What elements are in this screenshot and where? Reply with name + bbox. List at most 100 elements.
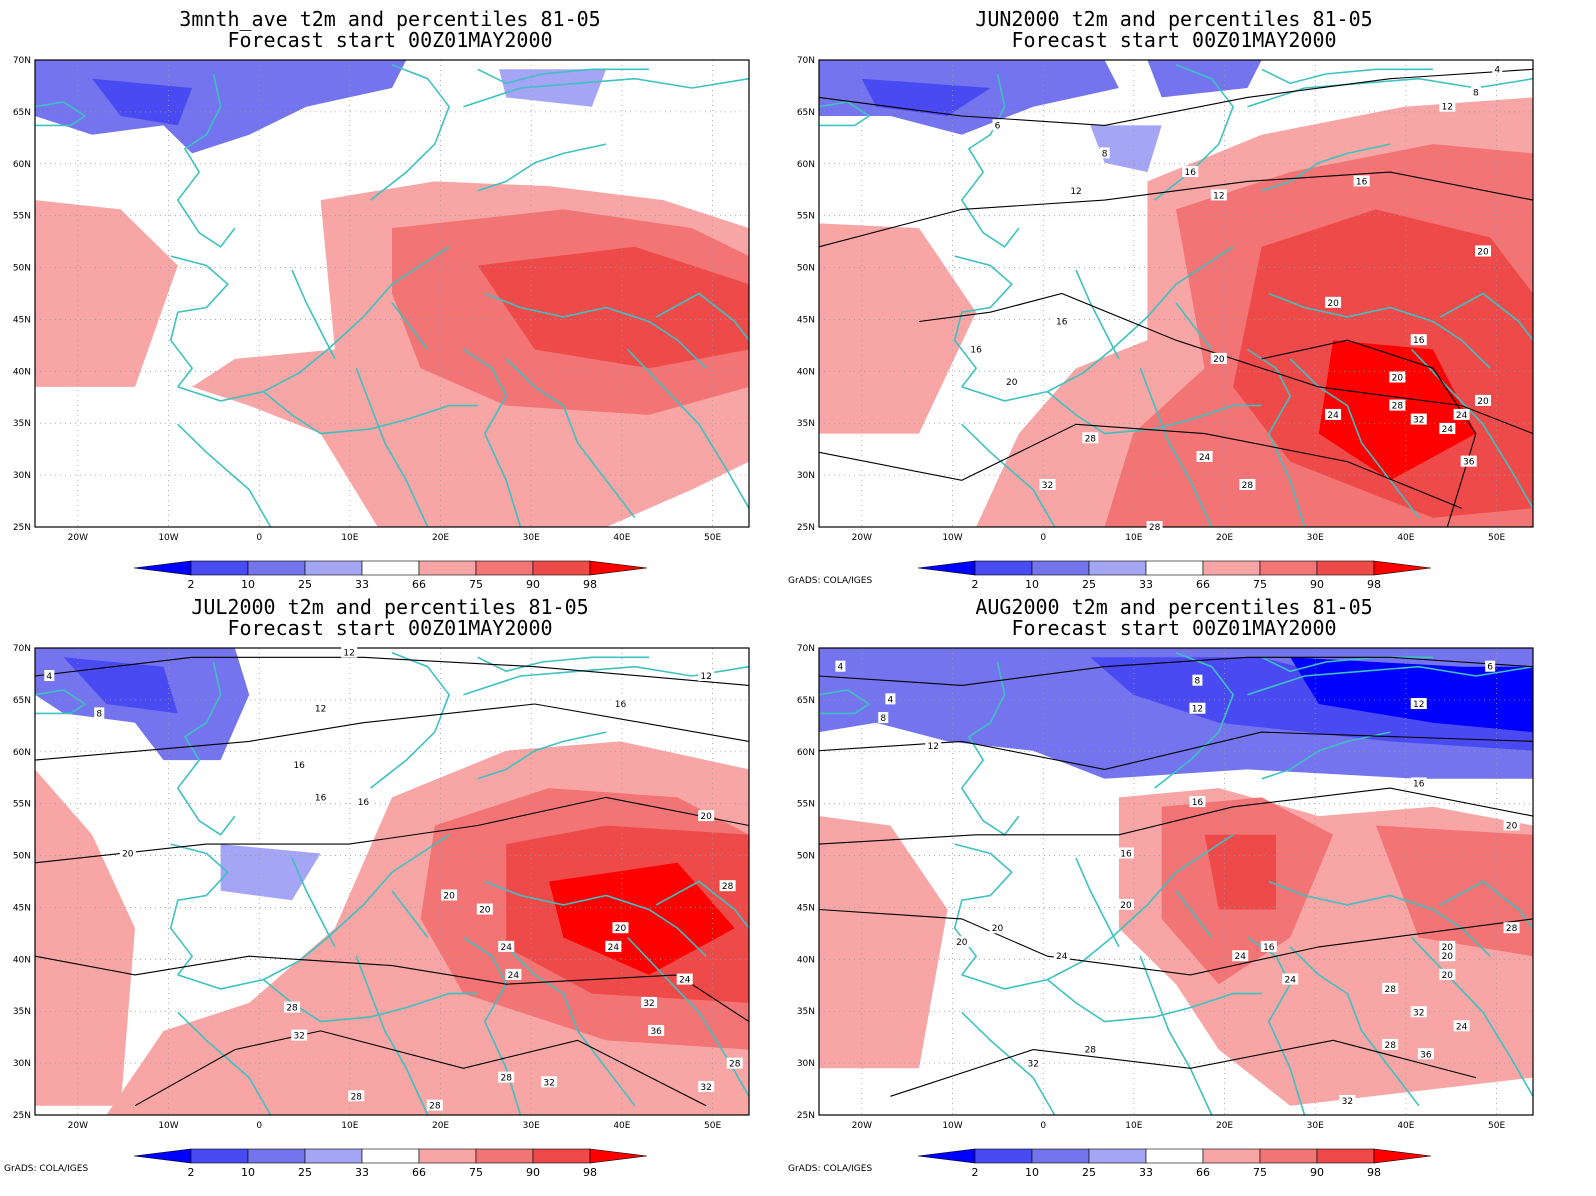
contour-label-bg — [726, 1057, 743, 1069]
colorbar-label: 25 — [298, 1166, 312, 1179]
contour-label-bg — [698, 810, 715, 822]
longitude-label: 20W — [852, 533, 872, 543]
panel-subtitle: Forecast start 00Z01MAY2000 — [227, 616, 553, 640]
longitude-label: 40E — [1397, 533, 1414, 543]
latitude-label: 50N — [797, 852, 815, 862]
contour-label: 24 — [1456, 1022, 1468, 1032]
coastline — [960, 73, 1020, 248]
contour-label: 8 — [96, 709, 102, 719]
contour-label: 12 — [343, 649, 354, 659]
coastline — [1246, 936, 1306, 1116]
latitude-label: 40N — [13, 955, 31, 965]
colorbar-segment — [190, 1148, 249, 1164]
contour-label: 32 — [700, 1083, 711, 1093]
longitude-label: 20E — [432, 533, 449, 543]
colorbar-label: 98 — [1367, 578, 1381, 591]
panel-jul2000: JUL2000 t2m and percentiles 81-05 Foreca… — [0, 588, 780, 1186]
coastline — [1439, 880, 1534, 929]
contour-label-bg — [498, 1071, 515, 1083]
coastline — [818, 689, 871, 715]
contour-label-bg — [1239, 478, 1256, 490]
coastline — [477, 68, 649, 85]
coastline — [961, 246, 1234, 402]
colorbar-segment — [1031, 1148, 1090, 1164]
coastline — [176, 73, 236, 248]
panel-subtitle: Forecast start 00Z01MAY2000 — [1011, 28, 1337, 52]
contour-label: 4 — [1494, 65, 1500, 75]
colorbar-label: 33 — [1139, 1166, 1153, 1179]
longitude-label: 20E — [432, 1121, 449, 1131]
percentile-region — [220, 844, 321, 901]
colorbar-segment — [304, 1148, 363, 1164]
contour-label-bg — [44, 670, 55, 682]
percentile-region — [477, 246, 749, 369]
contour-label-bg — [1475, 394, 1492, 406]
contour-label: 16 — [1356, 177, 1368, 187]
latitude-label: 25N — [797, 523, 815, 533]
coastline — [355, 367, 429, 528]
coastline — [262, 390, 478, 435]
colorbar-label: 66 — [1196, 1166, 1210, 1179]
contour-label: 8 — [1473, 89, 1479, 99]
longitude-label: 30E — [1307, 533, 1324, 543]
contour-label-bg — [835, 660, 846, 672]
latitude-label: 30N — [13, 471, 31, 481]
contour-label-bg — [541, 1076, 558, 1088]
panel-subtitle: Forecast start 00Z01MAY2000 — [227, 28, 553, 52]
contour-label: 20 — [700, 812, 712, 822]
contour-label: 20 — [1442, 971, 1454, 981]
latitude-label: 35N — [797, 1007, 815, 1017]
coastline — [34, 101, 87, 127]
contour-label: 28 — [729, 1060, 741, 1070]
panel-title: 3mnth_ave t2m and percentiles 81-05 — [179, 7, 601, 31]
panel-title: AUG2000 t2m and percentiles 81-05 — [975, 595, 1373, 619]
contour-label-bg — [885, 693, 896, 705]
grads-credit: GrADS: COLA/IGES — [4, 1164, 89, 1174]
contour-label-bg — [1118, 898, 1135, 910]
contour-label-bg — [426, 1099, 443, 1111]
contour-label-bg — [719, 880, 736, 892]
coastline — [176, 661, 236, 836]
grads-credit: GrADS: COLA/IGES — [788, 576, 873, 586]
contour-label: 28 — [722, 882, 734, 892]
contour-label-bg — [1453, 1020, 1470, 1032]
colorbar-segment — [1088, 560, 1147, 576]
coastline — [370, 651, 451, 789]
longitude-label: 40E — [613, 1121, 630, 1131]
coastline — [505, 358, 636, 519]
map-frame — [818, 59, 1534, 528]
contour-label-bg — [1417, 1048, 1434, 1060]
contour-label-bg — [1503, 922, 1520, 934]
colorbar-segment — [974, 1148, 1033, 1164]
panel-jun2000: JUN2000 t2m and percentiles 81-05 Foreca… — [784, 0, 1564, 598]
contour-label-bg — [1382, 982, 1399, 994]
contour-label: 20 — [479, 906, 491, 916]
contour-label: 12 — [700, 672, 711, 682]
colorbar-segment — [1145, 1148, 1204, 1164]
contour-label: 24 — [1235, 952, 1247, 962]
colorbar-label: 66 — [1196, 578, 1210, 591]
contour-label: 28 — [1085, 434, 1097, 444]
coastline — [477, 731, 607, 780]
longitude-label: 40E — [1397, 1121, 1414, 1131]
latitude-label: 65N — [13, 696, 31, 706]
contour-label-bg — [989, 922, 1006, 934]
coastline — [1289, 946, 1420, 1107]
contour-label: 36 — [1420, 1050, 1432, 1060]
contour-label: 32 — [643, 999, 654, 1009]
coastline — [370, 63, 451, 201]
colorbar-label: 66 — [412, 578, 426, 591]
contour-label-bg — [1260, 940, 1277, 952]
coastline — [1139, 955, 1213, 1116]
coastline — [1247, 665, 1534, 696]
coastline — [655, 880, 750, 929]
isotherm-contour — [34, 656, 750, 686]
longitude-label: 10E — [1125, 1121, 1142, 1131]
longitude-label: 10W — [942, 533, 962, 543]
contour-label-bg — [925, 740, 942, 752]
colorbar-arrow-low — [133, 560, 192, 576]
contour-label: 16 — [315, 793, 327, 803]
percentile-region — [819, 816, 948, 1069]
colorbar-segment — [361, 1148, 420, 1164]
latitude-label: 70N — [797, 56, 815, 66]
